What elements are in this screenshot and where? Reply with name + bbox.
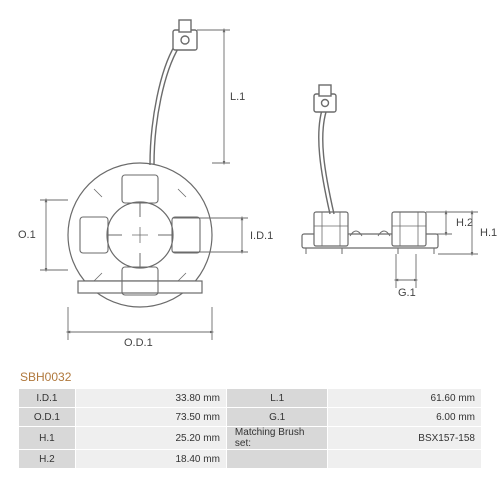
spec-value: 6.00 mm <box>328 408 482 427</box>
dim-label-od1: O.D.1 <box>124 337 153 349</box>
spec-value: 25.20 mm <box>75 427 226 450</box>
spec-value: BSX157-158 <box>328 427 482 450</box>
spec-value: 18.40 mm <box>75 450 226 469</box>
dim-label-g1: G.1 <box>398 287 416 299</box>
spec-label: O.D.1 <box>19 408 76 427</box>
dim-label-o1: O.1 <box>18 229 36 241</box>
table-row: H.1 25.20 mm Matching Brush set: BSX157-… <box>19 427 482 450</box>
spec-value: 73.50 mm <box>75 408 226 427</box>
spec-value: 61.60 mm <box>328 389 482 408</box>
spec-value <box>328 450 482 469</box>
spec-label: L.1 <box>226 389 328 408</box>
spec-label: I.D.1 <box>19 389 76 408</box>
table-row: O.D.1 73.50 mm G.1 6.00 mm <box>19 408 482 427</box>
spec-table: I.D.1 33.80 mm L.1 61.60 mm O.D.1 73.50 … <box>18 388 482 469</box>
dim-label-h1: H.1 <box>480 227 497 239</box>
technical-drawing: L.1 O.1 I.D.1 O.D.1 <box>0 0 500 365</box>
spec-label: H.2 <box>19 450 76 469</box>
spec-label: Matching Brush set: <box>226 427 328 450</box>
dim-label-id1: I.D.1 <box>250 230 273 242</box>
spec-label: G.1 <box>226 408 328 427</box>
spec-value: 33.80 mm <box>75 389 226 408</box>
dim-label-l1: L.1 <box>230 91 245 103</box>
spec-label <box>226 450 328 469</box>
spec-label: H.1 <box>19 427 76 450</box>
dim-label-h2: H.2 <box>456 217 473 229</box>
table-row: H.2 18.40 mm <box>19 450 482 469</box>
part-number: SBH0032 <box>20 370 71 384</box>
table-row: I.D.1 33.80 mm L.1 61.60 mm <box>19 389 482 408</box>
